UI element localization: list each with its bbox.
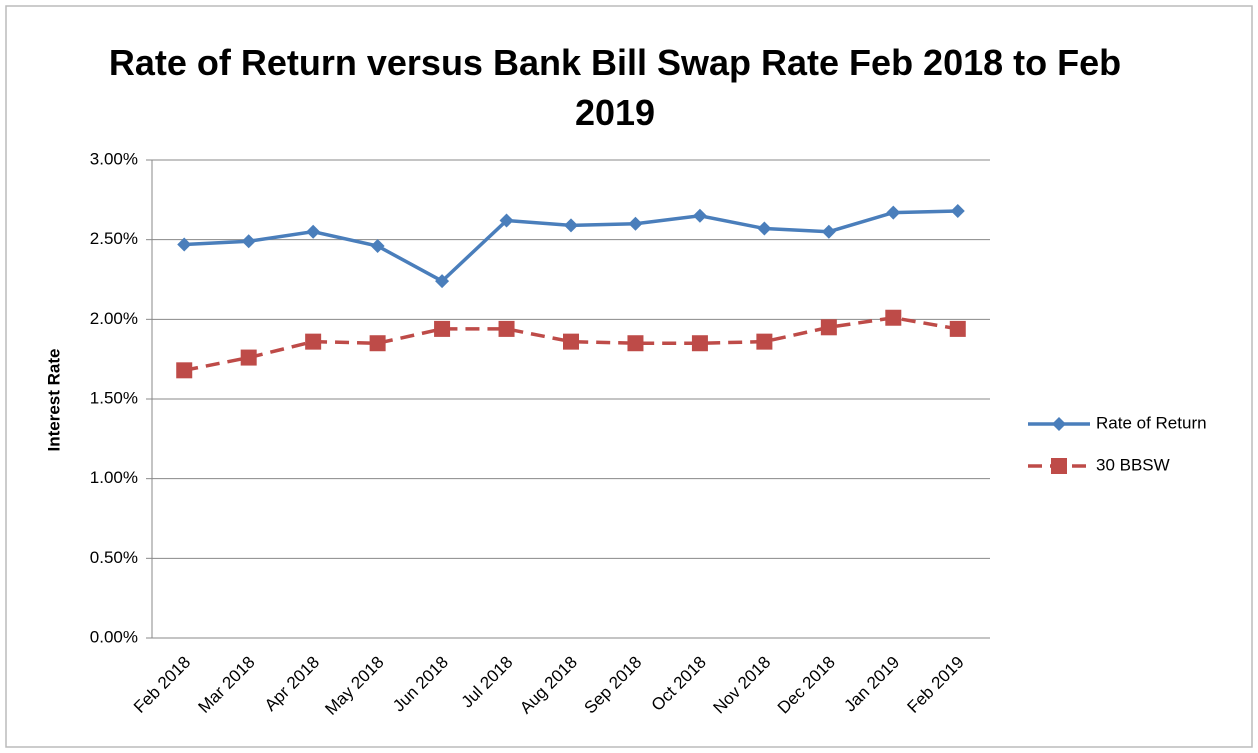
data-point xyxy=(757,221,772,236)
data-point xyxy=(692,208,707,223)
y-tick-label: 3.00% xyxy=(90,149,138,168)
x-tick-label: Aug 2018 xyxy=(516,653,581,718)
x-tick-label: Mar 2018 xyxy=(194,653,258,717)
x-tick-label: Oct 2018 xyxy=(648,653,710,715)
data-point xyxy=(498,320,515,337)
chart-title: Rate of Return versus Bank Bill Swap Rat… xyxy=(108,42,1122,133)
data-point xyxy=(949,320,966,337)
y-tick-label: 2.00% xyxy=(90,309,138,328)
y-tick-label: 1.00% xyxy=(90,468,138,487)
x-tick-label: Jul 2018 xyxy=(458,653,517,712)
x-tick-label: Jan 2019 xyxy=(840,653,903,716)
y-tick-label: 0.50% xyxy=(90,548,138,567)
legend-label: 30 BBSW xyxy=(1096,455,1170,474)
data-point xyxy=(434,320,451,337)
chart-border xyxy=(5,5,1253,748)
legend-marker xyxy=(1051,458,1067,474)
data-point xyxy=(177,237,192,252)
data-point xyxy=(627,335,644,352)
data-point xyxy=(886,205,901,220)
x-tick-label: Nov 2018 xyxy=(709,653,774,718)
data-point xyxy=(564,218,578,233)
legend-marker xyxy=(1052,417,1066,431)
data-point xyxy=(306,224,321,239)
x-tick-label: Sep 2018 xyxy=(581,653,646,718)
data-point xyxy=(176,362,193,379)
data-point xyxy=(305,333,322,350)
data-point xyxy=(499,213,514,228)
y-tick-label: 2.50% xyxy=(90,229,138,248)
x-tick-label: Feb 2018 xyxy=(130,653,194,717)
data-point xyxy=(370,239,385,254)
x-tick-label: Feb 2019 xyxy=(904,653,968,717)
data-point xyxy=(369,335,386,352)
y-tick-label: 1.50% xyxy=(90,388,138,407)
data-point xyxy=(628,216,643,231)
data-point xyxy=(885,309,902,326)
data-point xyxy=(821,224,836,239)
data-point xyxy=(241,234,256,249)
data-point xyxy=(435,274,450,289)
data-point xyxy=(756,333,773,350)
data-point xyxy=(820,319,837,336)
data-point xyxy=(691,335,708,352)
x-tick-label: Apr 2018 xyxy=(261,653,323,715)
x-tick-label: May 2018 xyxy=(321,653,387,719)
x-tick-label: Jun 2018 xyxy=(389,653,452,716)
data-point xyxy=(240,349,257,366)
data-point xyxy=(950,203,965,218)
y-tick-label: 0.00% xyxy=(90,627,138,646)
data-point xyxy=(563,333,579,350)
y-axis-label: Interest Rate xyxy=(44,349,63,452)
x-tick-label: Dec 2018 xyxy=(774,653,839,718)
legend-label: Rate of Return xyxy=(1096,413,1207,432)
